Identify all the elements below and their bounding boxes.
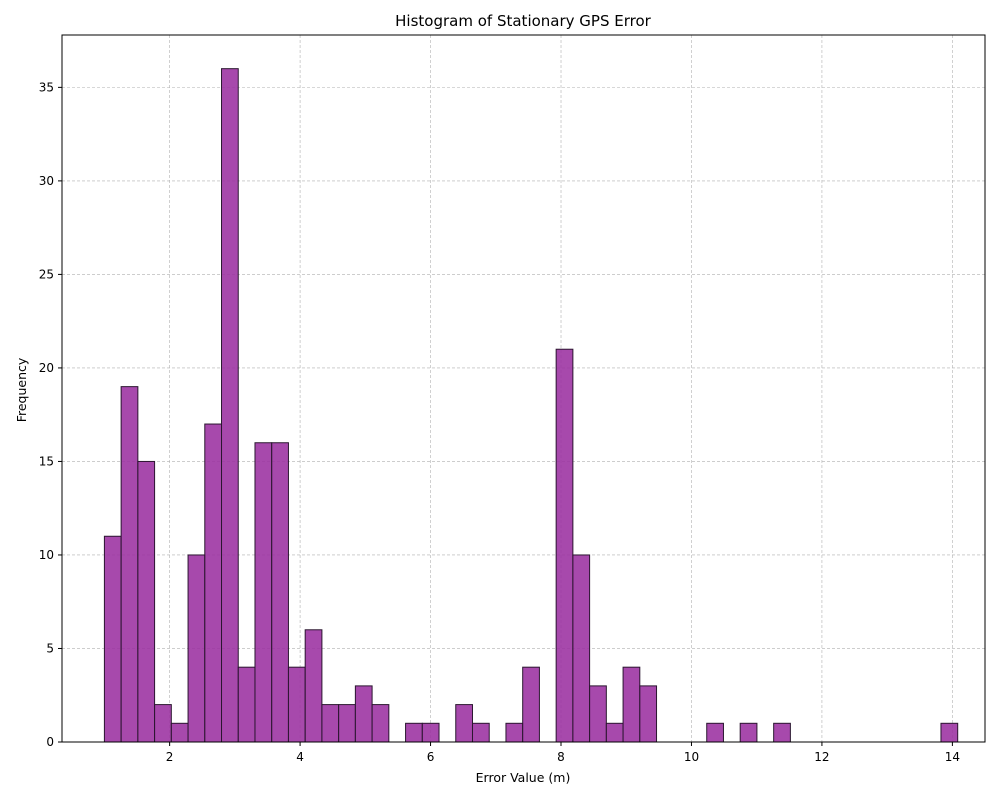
histogram-bar [455, 704, 473, 743]
histogram-bar [589, 685, 607, 743]
histogram-bar [706, 722, 724, 743]
y-tick-label: 10 [39, 548, 54, 562]
histogram-bar [940, 722, 959, 743]
y-tick-label: 15 [39, 454, 54, 468]
histogram-bar [622, 666, 641, 743]
histogram-bar [371, 704, 390, 743]
histogram-bar [271, 442, 289, 743]
bars [103, 68, 959, 743]
ticks: 2 4 6 8 10 12 14 0 5 10 15 20 25 30 35 [39, 80, 960, 764]
histogram-bar [287, 666, 306, 743]
y-tick-label: 30 [39, 174, 54, 188]
histogram-bar [605, 722, 624, 743]
histogram-bar [304, 629, 323, 743]
histogram-bar [773, 722, 791, 743]
histogram-bar [204, 423, 223, 743]
histogram-bar [120, 386, 139, 743]
histogram-bar [170, 722, 189, 743]
histogram-bar [739, 722, 758, 743]
histogram-bar [154, 704, 172, 743]
y-tick-label: 20 [39, 361, 54, 375]
histogram-bar [137, 460, 156, 743]
histogram-bar [572, 554, 591, 743]
histogram-bar [471, 722, 490, 743]
y-tick-label: 5 [46, 641, 54, 655]
y-tick-label: 25 [39, 267, 54, 281]
axes-frame [61, 34, 986, 743]
y-tick-label: 35 [39, 80, 54, 94]
histogram-bar [505, 722, 524, 743]
histogram-bar [221, 68, 239, 743]
histogram-bar [254, 442, 273, 743]
histogram-bar [338, 704, 356, 743]
histogram-bar [421, 722, 440, 743]
y-tick-label: 0 [46, 735, 54, 749]
histogram-bar [639, 685, 658, 743]
histogram-bar [405, 722, 423, 743]
histogram-bar [354, 685, 373, 743]
histogram-bar [555, 348, 574, 743]
x-tick-label: 12 [814, 750, 829, 764]
histogram-bar [237, 666, 256, 743]
histogram-bar [187, 554, 206, 743]
x-tick-label: 6 [427, 750, 435, 764]
x-tick-label: 10 [684, 750, 699, 764]
y-axis-label: Frequency [14, 357, 29, 422]
histogram-bar [522, 666, 540, 743]
x-axis-label: Error Value (m) [476, 770, 571, 785]
x-tick-label: 2 [166, 750, 174, 764]
x-tick-label: 14 [945, 750, 960, 764]
histogram-bar [321, 704, 340, 743]
x-tick-label: 4 [296, 750, 304, 764]
histogram-bar [103, 535, 122, 743]
chart-title: Histogram of Stationary GPS Error [395, 12, 651, 30]
x-tick-label: 8 [557, 750, 565, 764]
